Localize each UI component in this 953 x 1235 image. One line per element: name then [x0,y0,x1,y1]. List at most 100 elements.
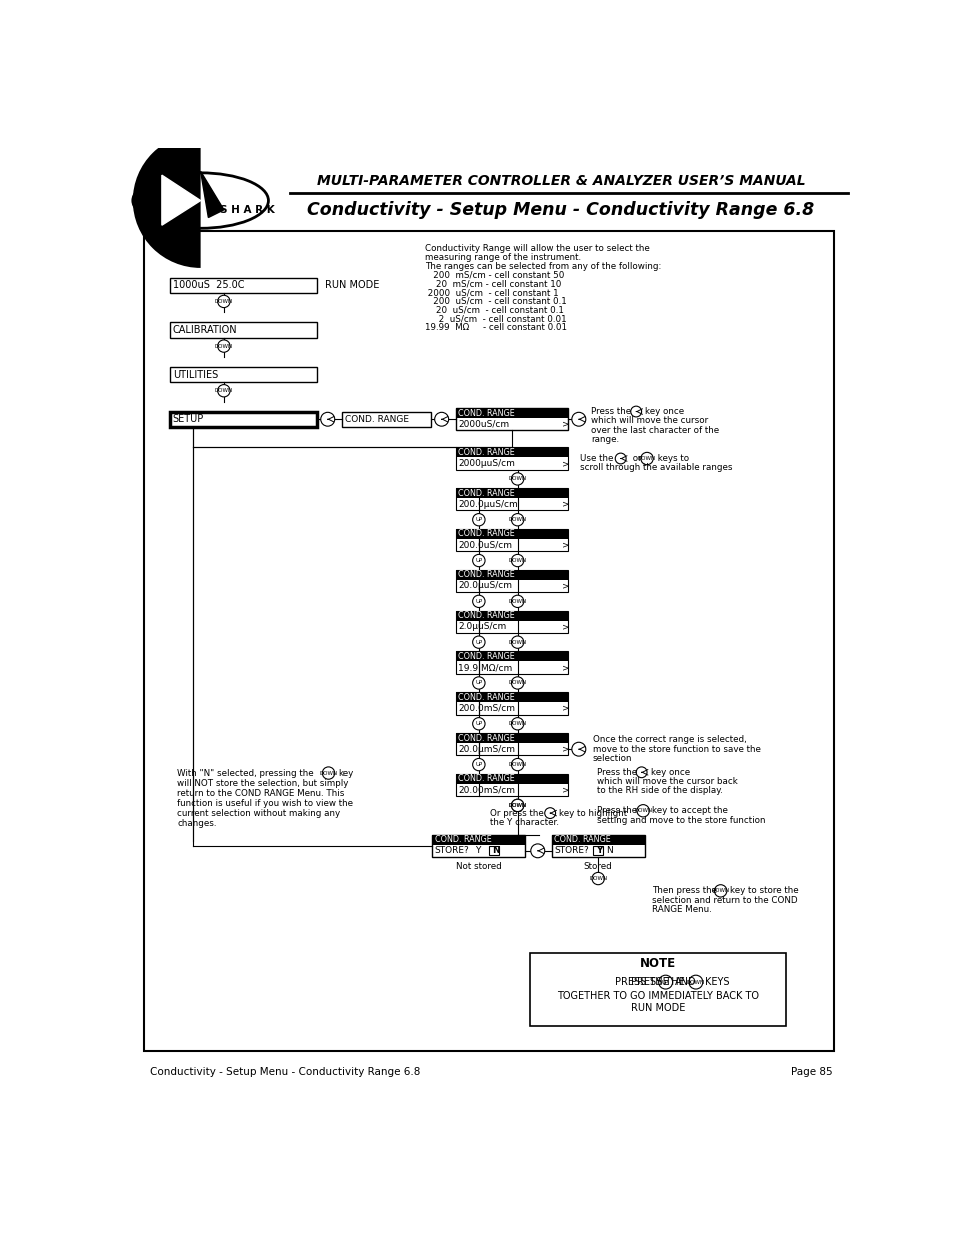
Text: DOWN: DOWN [508,477,526,482]
Bar [456,447,567,469]
Text: DOWN: DOWN [686,979,704,984]
Text: Y: Y [475,846,480,856]
Text: Conductivity - Setup Menu - Conductivity Range 6.8: Conductivity - Setup Menu - Conductivity… [307,201,814,219]
Text: key to highlight: key to highlight [558,809,627,818]
Text: Press the: Press the [596,806,636,815]
Text: Press the: Press the [596,768,636,777]
Text: 19.99  MΩ     - cell constant 0.01: 19.99 MΩ - cell constant 0.01 [425,324,567,332]
Bar [551,835,644,845]
Text: selection and return to the COND: selection and return to the COND [652,895,798,904]
Text: PRESS THE: PRESS THE [615,977,668,987]
Text: With "N" selected, pressing the: With "N" selected, pressing the [177,768,314,778]
Text: measuring range of the instrument.: measuring range of the instrument. [425,253,581,262]
Circle shape [592,872,604,884]
Circle shape [658,976,672,989]
Bar [170,411,316,427]
Text: Stored: Stored [583,862,612,871]
Circle shape [511,799,523,811]
Text: DOWN: DOWN [508,640,526,645]
Bar [456,692,567,715]
Bar [551,835,644,857]
Circle shape [637,805,649,816]
Polygon shape [200,172,224,217]
Bar [456,569,567,592]
Circle shape [511,758,523,771]
Text: or: or [629,454,641,463]
Bar [341,411,431,427]
Text: over the last character of the: over the last character of the [591,426,719,435]
Circle shape [472,636,484,648]
Text: Conductivity - Setup Menu - Conductivity Range 6.8: Conductivity - Setup Menu - Conductivity… [150,1067,420,1077]
Bar [170,367,316,383]
Circle shape [217,340,230,352]
Circle shape [511,473,523,485]
Text: COND. RANGE: COND. RANGE [457,571,514,579]
Bar [432,835,525,845]
Text: DOWN: DOWN [508,517,526,522]
Text: COND. RANGE: COND. RANGE [457,652,514,661]
Circle shape [511,595,523,608]
Bar [456,569,567,579]
Bar [456,447,567,457]
Text: Press the: Press the [591,408,631,416]
Circle shape [320,412,335,426]
Text: DOWN: DOWN [508,762,526,767]
Circle shape [472,514,484,526]
Bar [170,278,316,293]
Circle shape [688,976,702,989]
Text: range.: range. [591,435,618,443]
Text: 2  uS/cm  - cell constant 0.01: 2 uS/cm - cell constant 0.01 [425,315,566,324]
Polygon shape [162,175,200,225]
Text: Once the correct range is selected,: Once the correct range is selected, [592,736,746,745]
Text: COND. RANGE: COND. RANGE [457,489,514,498]
Text: DOWN: DOWN [319,771,337,776]
Text: SETUP: SETUP [172,414,204,425]
Circle shape [511,555,523,567]
Bar [456,488,567,498]
Text: key once: key once [650,768,689,777]
Text: MULTI-PARAMETER CONTROLLER & ANALYZER USER’S MANUAL: MULTI-PARAMETER CONTROLLER & ANALYZER US… [316,174,804,188]
Circle shape [511,677,523,689]
Text: RUN MODE: RUN MODE [324,280,378,290]
Text: move to the store function to save the: move to the store function to save the [592,745,760,753]
Text: DOWN: DOWN [214,299,233,304]
Circle shape [544,808,555,819]
Text: >: > [561,500,569,509]
Text: N: N [605,846,612,856]
Text: keys to: keys to [654,454,688,463]
Text: 2000μuS/cm: 2000μuS/cm [457,459,515,468]
Text: >: > [561,582,569,590]
Bar [456,734,567,756]
Circle shape [217,295,230,308]
Text: 200.0μuS/cm: 200.0μuS/cm [457,500,517,509]
Bar [488,846,498,856]
Bar [456,529,567,551]
Text: 20.0μuS/cm: 20.0μuS/cm [457,582,512,590]
Bar [456,692,567,703]
Text: UP: UP [475,517,482,522]
Bar [456,774,567,797]
Text: UP: UP [475,680,482,685]
Circle shape [435,412,448,426]
Text: DOWN: DOWN [214,388,233,393]
Text: DOWN: DOWN [589,876,607,881]
Bar [456,408,567,431]
Bar [456,610,567,621]
Text: changes.: changes. [177,819,216,827]
Text: DOWN: DOWN [214,343,233,348]
Text: DOWN: DOWN [508,803,526,808]
Circle shape [571,412,585,426]
Text: 200.0mS/cm: 200.0mS/cm [457,704,515,713]
Text: UP: UP [661,979,669,984]
Text: 2.0μuS/cm: 2.0μuS/cm [457,622,506,631]
Text: COND. RANGE: COND. RANGE [457,774,514,783]
Bar [456,408,567,419]
Text: 200  mS/cm - cell constant 50: 200 mS/cm - cell constant 50 [425,270,564,279]
Text: 20.00mS/cm: 20.00mS/cm [457,785,515,794]
Text: COND. RANGE: COND. RANGE [554,835,610,845]
Text: STORE?: STORE? [554,846,588,856]
Text: will NOT store the selection, but simply: will NOT store the selection, but simply [177,778,349,788]
Text: TOGETHER TO GO IMMEDIATELY BACK TO: TOGETHER TO GO IMMEDIATELY BACK TO [557,990,758,1002]
Text: N: N [492,846,499,856]
Text: UP: UP [475,640,482,645]
